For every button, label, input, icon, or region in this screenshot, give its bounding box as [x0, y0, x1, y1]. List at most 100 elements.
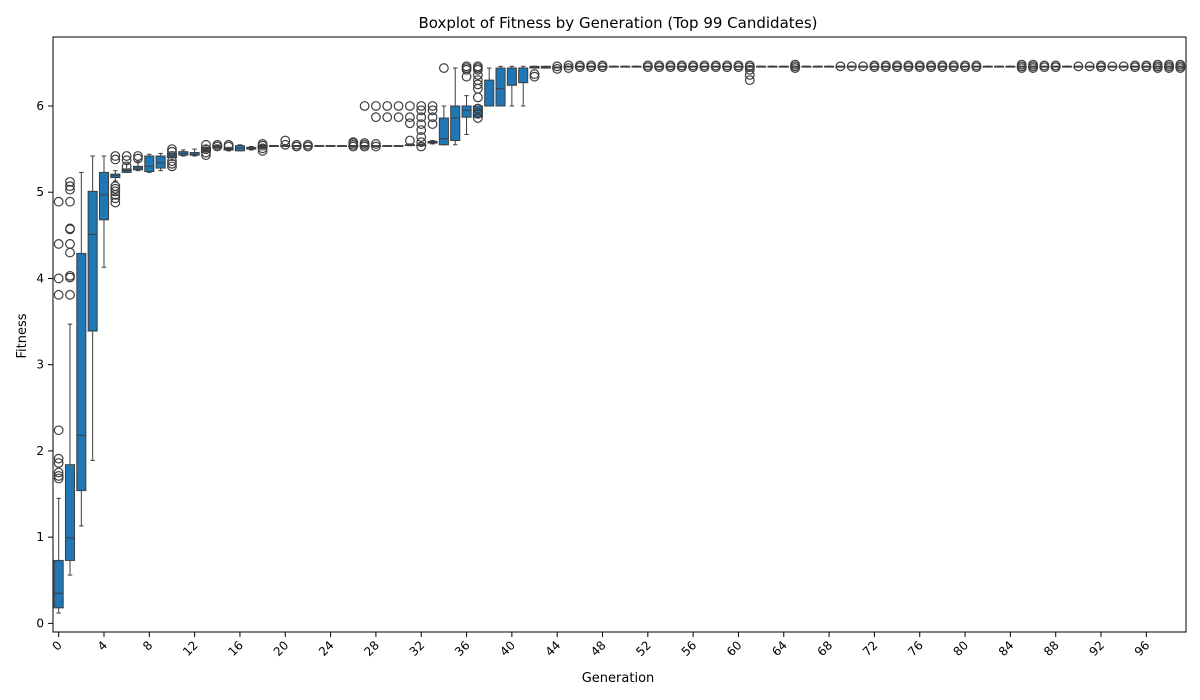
outlier-point — [1073, 61, 1084, 72]
box-generation-84 — [1005, 65, 1016, 68]
x-tick-label: 36 — [452, 638, 473, 659]
x-tick-label: 0 — [49, 638, 64, 653]
outlier-point — [65, 289, 75, 300]
box-generation-41 — [518, 65, 529, 107]
outlier-point — [359, 101, 370, 111]
x-tick-label: 92 — [1086, 638, 1107, 659]
box-generation-98 — [1163, 59, 1175, 73]
box-generation-52 — [642, 60, 653, 73]
box-generation-73 — [880, 60, 891, 73]
outlier-point — [371, 112, 381, 123]
box-iqr — [438, 117, 449, 146]
box-iqr — [98, 171, 110, 221]
box-generation-95 — [1129, 60, 1141, 73]
box-iqr — [53, 559, 64, 609]
outlier-point — [699, 60, 710, 71]
y-tick-label: 5 — [36, 185, 44, 199]
y-axis-label: Fitness — [15, 313, 30, 358]
x-tick-label: 48 — [588, 638, 609, 659]
outlier-point — [472, 103, 483, 114]
box-generation-51 — [631, 65, 642, 68]
box-generation-59 — [722, 60, 733, 73]
box-generation-50 — [620, 65, 631, 68]
box-generation-42 — [529, 65, 540, 82]
outlier-point — [926, 60, 936, 71]
x-tick-label: 8 — [140, 638, 155, 653]
box-generation-76 — [914, 60, 925, 73]
box-generation-36 — [461, 61, 472, 135]
box-generation-49 — [608, 65, 619, 68]
y-tick-label: 6 — [36, 99, 44, 113]
box-generation-32 — [416, 101, 427, 152]
outlier-point — [722, 60, 733, 71]
box-generation-25 — [336, 145, 347, 147]
box-generation-61 — [744, 60, 755, 86]
outlier-point — [733, 60, 744, 71]
y-tick-label: 3 — [36, 358, 44, 372]
outlier-point — [586, 60, 597, 71]
outlier-point — [223, 139, 234, 150]
outlier-point — [257, 145, 268, 156]
outlier-point — [461, 61, 472, 72]
box-generation-46 — [574, 60, 585, 73]
outlier-point — [472, 113, 483, 123]
outlier-point — [869, 60, 880, 71]
outlier-point — [744, 60, 755, 71]
box-generation-48 — [597, 60, 608, 73]
outlier-point — [110, 183, 121, 194]
box-generation-30 — [393, 101, 404, 147]
outlier-point — [1130, 60, 1140, 71]
outlier-point — [835, 61, 846, 72]
outlier-point — [393, 101, 404, 111]
outlier-point — [563, 63, 574, 73]
y-axis: 0 1 2 3 4 5 6 — [36, 99, 53, 630]
outlier-point — [563, 60, 574, 71]
outlier-point — [110, 186, 121, 197]
outlier-point — [1107, 61, 1118, 72]
box-generation-8 — [144, 153, 155, 173]
box-generation-55 — [676, 60, 687, 73]
box-generation-10 — [166, 144, 177, 172]
box-generation-26 — [348, 137, 359, 152]
outlier-point — [133, 153, 143, 164]
box-generation-67 — [812, 65, 823, 68]
box-generation-97 — [1152, 59, 1163, 73]
box-generation-58 — [710, 60, 721, 73]
outlier-point — [201, 139, 211, 150]
outlier-point — [427, 119, 438, 129]
box-generation-18 — [257, 139, 268, 156]
box-generation-19 — [268, 145, 279, 147]
outlier-point — [427, 112, 438, 123]
outlier-point — [393, 112, 404, 123]
outlier-point — [937, 60, 948, 71]
y-tick-label: 4 — [36, 271, 44, 285]
box-generation-16 — [234, 144, 245, 152]
outlier-point — [552, 61, 563, 72]
outlier-point — [371, 139, 381, 149]
box-generation-12 — [189, 148, 200, 157]
box-generation-62 — [756, 65, 767, 68]
outlier-point — [404, 112, 415, 123]
outlier-point — [65, 184, 75, 195]
outlier-point — [1164, 59, 1174, 70]
box-iqr — [450, 105, 461, 141]
box-generation-2 — [76, 171, 87, 527]
outlier-point — [53, 425, 64, 436]
box-generation-69 — [835, 61, 846, 72]
outlier-point — [257, 143, 268, 154]
outlier-point — [53, 471, 64, 481]
outlier-point — [416, 137, 427, 148]
box-generation-1 — [64, 176, 76, 576]
outlier-point — [914, 60, 925, 71]
outlier-point — [65, 247, 75, 258]
chart-title: Boxplot of Fitness by Generation (Top 99… — [418, 14, 817, 32]
box-generation-86 — [1028, 59, 1039, 73]
outlier-point — [201, 147, 211, 158]
box-generation-7 — [132, 151, 144, 172]
outlier-point — [1175, 59, 1186, 70]
x-tick-label: 16 — [225, 638, 246, 659]
plot-area — [53, 59, 1186, 614]
x-tick-label: 20 — [271, 638, 292, 659]
x-tick-label: 28 — [361, 638, 382, 659]
